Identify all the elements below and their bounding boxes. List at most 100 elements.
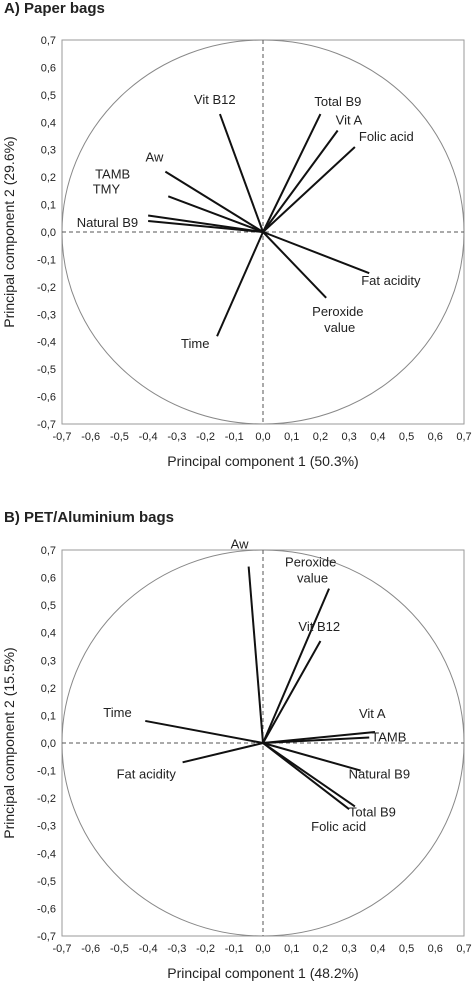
vector-label: Peroxide value xyxy=(285,555,336,586)
y-tick-label: -0,7 xyxy=(37,931,56,943)
pca-loading-plot-paper-bags: -0,7-0,7 -0,6 -0,6 -0,5 -0,5 -0,4 -0,4 -0,3 -0,3… xyxy=(1,35,472,469)
vector-label: Natural B9 xyxy=(77,215,138,230)
y-tick-label: 0,0 xyxy=(41,738,56,750)
x-tick-label: -0,4 xyxy=(139,431,158,443)
y-tick-label: 0,5 xyxy=(41,600,56,612)
panel-title: A) Paper bags xyxy=(4,0,105,17)
x-tick-label: -0,6 xyxy=(81,943,100,955)
y-tick-label: 0,4 xyxy=(41,117,56,129)
vector-label: Time xyxy=(103,705,131,720)
x-axis-label: Principal component 1 (50.3%) xyxy=(167,453,358,469)
loading-vector-natural-b9 xyxy=(148,220,264,233)
loading-vector-tamb xyxy=(167,195,264,233)
pca-loading-plot-pet-aluminium-bags: -0,7-0,7 -0,6 -0,6 -0,5 -0,5 -0,4 -0,4 -0,3 -0,3… xyxy=(1,537,472,981)
loading-vector-vit-a xyxy=(262,129,339,233)
vector-label: Aw xyxy=(231,537,249,552)
x-tick-label: 0,1 xyxy=(284,943,299,955)
loading-vector-natural-b9 xyxy=(262,742,361,772)
vector-label: Natural B9 xyxy=(349,767,410,782)
x-tick-label: -0,6 xyxy=(81,431,100,443)
vector-label: Vit B12 xyxy=(194,92,236,107)
loading-vector-time xyxy=(145,719,264,744)
x-tick-label: -0,3 xyxy=(167,943,186,955)
vector-label: Peroxide value xyxy=(312,304,363,335)
y-tick-label: 0,1 xyxy=(41,200,56,212)
x-tick-label: -0,3 xyxy=(167,431,186,443)
y-tick-label: -0,5 xyxy=(37,876,56,888)
x-tick-label: -0,7 xyxy=(53,943,72,955)
vector-label: Vit A xyxy=(359,706,386,721)
x-tick-label: 0,3 xyxy=(341,431,356,443)
x-tick-label: -0,4 xyxy=(139,943,158,955)
x-tick-label: -0,5 xyxy=(110,943,129,955)
y-tick-label: -0,6 xyxy=(37,903,56,915)
loading-vector-total-b9 xyxy=(262,113,322,233)
y-axis-label: Principal component 2 (29.6%) xyxy=(1,136,17,327)
y-tick-label: -0,4 xyxy=(37,337,56,349)
vector-label: TMY xyxy=(93,182,121,197)
loading-vector-folic-acid xyxy=(262,146,356,233)
y-tick-label: 0,1 xyxy=(41,710,56,722)
loading-vector-peroxide-value xyxy=(262,588,330,744)
x-tick-label: 0,0 xyxy=(255,431,270,443)
y-tick-label: 0,0 xyxy=(41,227,56,239)
y-tick-label: 0,6 xyxy=(41,62,56,74)
y-tick-label: -0,3 xyxy=(37,821,56,833)
y-tick-label: -0,4 xyxy=(37,848,56,860)
vector-label: Fat acidity xyxy=(361,273,421,288)
y-tick-label: -0,2 xyxy=(37,793,56,805)
x-tick-label: 0,1 xyxy=(284,431,299,443)
y-tick-label: 0,2 xyxy=(41,683,56,695)
vector-label: Folic acid xyxy=(311,819,366,834)
x-tick-label: 0,7 xyxy=(456,431,471,443)
vector-label: Time xyxy=(181,336,209,351)
chart-panel-pet-aluminium-bags: B) PET/Aluminium bags -0,7 -0,7 -0,6 -0,6 -0… xyxy=(0,505,474,991)
x-tick-label: -0,2 xyxy=(196,431,215,443)
loading-vector-tamb xyxy=(262,736,370,744)
y-tick-label: 0,6 xyxy=(41,573,56,585)
y-tick-label: 0,3 xyxy=(41,655,56,667)
y-tick-label: -0,3 xyxy=(37,309,56,321)
y-tick-label: -0,1 xyxy=(37,766,56,778)
loading-vector-fat-acidity xyxy=(182,742,264,764)
y-tick-label: 0,7 xyxy=(41,35,56,47)
loading-vector-aw xyxy=(164,170,264,233)
x-axis-label: Principal component 1 (48.2%) xyxy=(167,965,358,981)
x-tick-label: 0,2 xyxy=(313,943,328,955)
y-axis-label: Principal component 2 (15.5%) xyxy=(1,647,17,838)
loading-vector-aw xyxy=(247,566,264,744)
x-tick-label: 0,4 xyxy=(370,943,385,955)
vector-label: TAMB xyxy=(95,166,130,181)
y-tick-label: -0,1 xyxy=(37,254,56,266)
vector-label: Total B9 xyxy=(314,94,361,109)
vector-label: Aw xyxy=(146,150,164,165)
y-tick-label: 0,3 xyxy=(41,145,56,157)
x-tick-label: 0,2 xyxy=(313,431,328,443)
y-tick-label: 0,4 xyxy=(41,628,56,640)
vector-label: Vit A xyxy=(336,113,363,128)
vector-label: TAMB xyxy=(371,729,406,744)
x-tick-label: -0,1 xyxy=(225,431,244,443)
x-tick-label: 0,5 xyxy=(399,943,414,955)
vector-label: Vit B12 xyxy=(298,619,340,634)
y-tick-label: 0,5 xyxy=(41,90,56,102)
loading-vector-fat-acidity xyxy=(262,231,370,275)
vector-label: Total B9 xyxy=(349,804,396,819)
panel-title: B) PET/Aluminium bags xyxy=(4,509,175,526)
x-tick-label: -0,7 xyxy=(53,431,72,443)
x-tick-label: 0,0 xyxy=(255,943,270,955)
loading-vector-vit-b12 xyxy=(262,640,322,744)
loading-vector-time xyxy=(216,231,264,337)
y-tick-label: -0,2 xyxy=(37,282,56,294)
y-tick-label: 0,2 xyxy=(41,172,56,184)
y-tick-label: 0,7 xyxy=(41,545,56,557)
vector-label: Fat acidity xyxy=(117,766,177,781)
x-tick-label: 0,4 xyxy=(370,431,385,443)
y-tick-label: -0,5 xyxy=(37,364,56,376)
loading-vector-folic-acid xyxy=(262,742,350,810)
x-tick-label: 0,7 xyxy=(456,943,471,955)
y-tick-label: -0,7 xyxy=(37,419,56,431)
x-tick-label: 0,5 xyxy=(399,431,414,443)
x-tick-label: -0,5 xyxy=(110,431,129,443)
y-tick-label: -0,6 xyxy=(37,392,56,404)
